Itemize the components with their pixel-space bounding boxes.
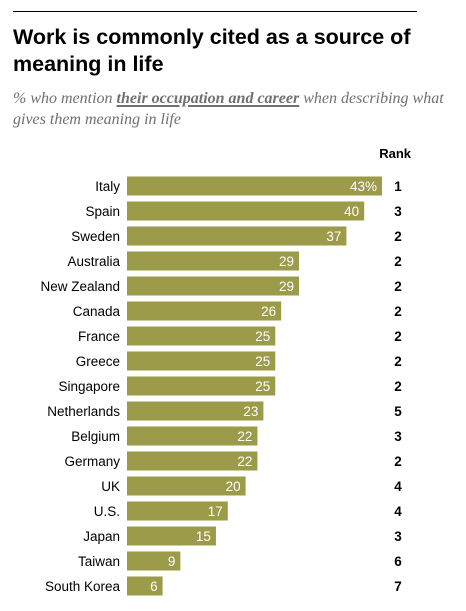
- rank-header: Rank: [379, 146, 412, 161]
- category-label: U.S.: [94, 504, 120, 519]
- data-label: 15: [196, 529, 211, 544]
- rank-value: 6: [394, 554, 402, 569]
- rank-value: 3: [394, 429, 402, 444]
- bar: [127, 501, 228, 521]
- rank-value: 5: [394, 404, 402, 419]
- rank-value: 2: [394, 279, 402, 294]
- bar: [127, 551, 181, 571]
- category-label: Japan: [83, 529, 120, 544]
- category-label: Greece: [76, 354, 120, 369]
- rank-value: 2: [394, 379, 402, 394]
- rank-value: 2: [394, 454, 402, 469]
- data-label: 9: [168, 554, 176, 569]
- category-label: Canada: [73, 304, 121, 319]
- category-label: Belgium: [71, 429, 120, 444]
- data-label: 22: [237, 429, 252, 444]
- bar: [127, 476, 246, 496]
- category-label: Spain: [85, 204, 120, 219]
- category-label: Germany: [64, 454, 120, 469]
- rank-value: 1: [394, 179, 402, 194]
- data-label: 37: [326, 229, 341, 244]
- category-label: Sweden: [71, 229, 120, 244]
- category-label: Singapore: [58, 379, 120, 394]
- bar: [127, 401, 264, 421]
- subtitle-emphasis: their occupation and career: [116, 90, 300, 107]
- bar: [127, 526, 216, 546]
- data-label: 6: [150, 579, 158, 594]
- chart-subtitle: % who mention their occupation and caree…: [13, 88, 453, 130]
- data-label: 40: [344, 204, 359, 219]
- category-label: South Korea: [45, 579, 121, 594]
- bar: [127, 251, 299, 271]
- rank-value: 4: [394, 504, 402, 519]
- rank-value: 2: [394, 304, 402, 319]
- bar: [127, 201, 365, 221]
- category-label: France: [78, 329, 120, 344]
- bar: [127, 576, 163, 596]
- rank-value: 2: [394, 329, 402, 344]
- category-label: Italy: [95, 179, 120, 194]
- category-label: UK: [101, 479, 120, 494]
- bar: [127, 276, 299, 296]
- rank-value: 2: [394, 254, 402, 269]
- bar: [127, 426, 258, 446]
- subtitle-prefix: % who mention: [13, 90, 117, 107]
- rank-value: 2: [394, 229, 402, 244]
- top-rule: [13, 11, 417, 12]
- category-label: Taiwan: [78, 554, 120, 569]
- data-label: 23: [243, 404, 258, 419]
- data-label: 43%: [350, 179, 377, 194]
- category-label: Australia: [67, 254, 120, 269]
- bar: [127, 226, 347, 246]
- rank-value: 7: [394, 579, 402, 594]
- data-label: 25: [255, 354, 270, 369]
- data-label: 29: [279, 279, 294, 294]
- data-label: 17: [208, 504, 223, 519]
- data-label: 29: [279, 254, 294, 269]
- data-label: 25: [255, 379, 270, 394]
- data-label: 25: [255, 329, 270, 344]
- bar: [127, 301, 282, 321]
- data-label: 22: [237, 454, 252, 469]
- bar: [127, 326, 276, 346]
- bar: [127, 451, 258, 471]
- data-label: 20: [226, 479, 241, 494]
- rank-value: 3: [394, 529, 402, 544]
- category-label: New Zealand: [40, 279, 120, 294]
- rank-value: 4: [394, 479, 402, 494]
- subtitle-suffix: when describing what gives them meaning …: [13, 90, 444, 128]
- rank-value: 3: [394, 204, 402, 219]
- chart-title: Work is commonly cited as a source of me…: [13, 25, 411, 76]
- bar: [127, 351, 276, 371]
- rank-value: 2: [394, 354, 402, 369]
- bar: [127, 176, 382, 196]
- category-label: Netherlands: [47, 404, 120, 419]
- bar: [127, 376, 276, 396]
- data-label: 26: [261, 304, 276, 319]
